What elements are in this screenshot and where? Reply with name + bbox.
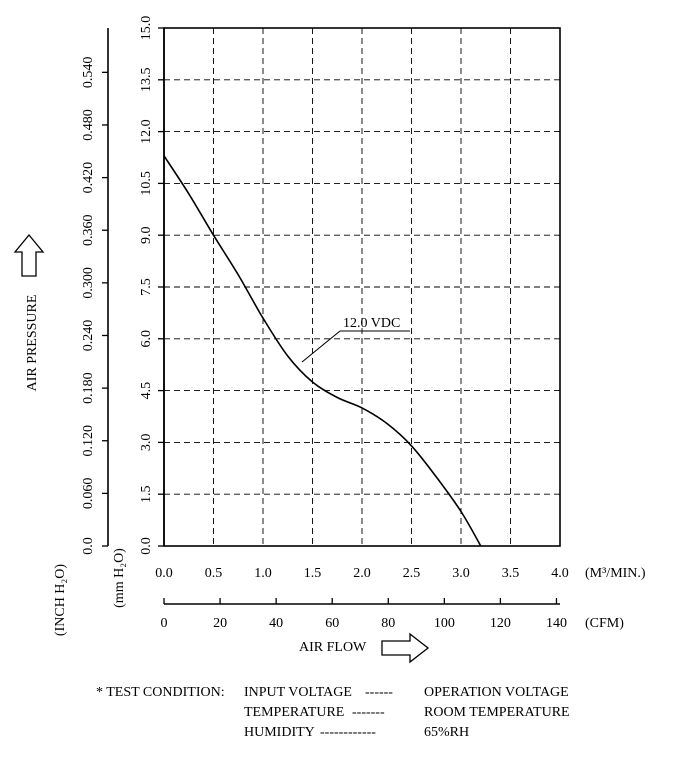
condition-label: INPUT VOLTAGE — [244, 685, 352, 700]
annotation-leader — [301, 330, 341, 363]
y-axis-title: AIR PRESSURE — [25, 295, 40, 392]
y-ticks-inch: 0.0 0.060 0.120 0.180 0.240 0.300 0.360 0.420 0.… — [81, 57, 108, 555]
x-tick-label: 2.0 — [353, 566, 371, 581]
y-tick-label: 9.0 — [139, 226, 154, 244]
y2-tick-label: 0.360 — [81, 214, 96, 246]
y2-tick-label: 0.420 — [81, 162, 96, 194]
x-tick-label: 4.0 — [551, 566, 569, 581]
x2-tick-label: 20 — [213, 616, 227, 631]
x-ticks-cfm: 0 20 40 60 80 100 120 140 — [161, 598, 567, 631]
y-tick-label: 1.5 — [139, 485, 154, 503]
y-tick-label: 12.0 — [139, 119, 154, 144]
y-tick-label: 3.0 — [139, 434, 154, 452]
y2-tick-label: 0.300 — [81, 267, 96, 299]
y-tick-label: 15.0 — [139, 16, 154, 41]
test-condition-title: * TEST CONDITION: — [96, 685, 225, 700]
series-label-12vdc: 12.0 VDC — [343, 316, 400, 331]
y-tick-label: 13.5 — [139, 68, 154, 93]
grid-lines — [164, 28, 560, 546]
y2-tick-label: 0.240 — [81, 320, 96, 352]
y2-tick-label: 0.480 — [81, 109, 96, 141]
x2-tick-label: 100 — [434, 616, 455, 631]
series-line-12vdc — [164, 155, 482, 546]
condition-dashes: ------ — [365, 685, 393, 700]
x-unit-secondary: (CFM) — [585, 616, 624, 631]
condition-label: TEMPERATURE — [244, 705, 344, 720]
up-arrow-icon — [13, 233, 45, 277]
y2-tick-label: 0.120 — [81, 425, 96, 457]
x-tick-label: 2.5 — [403, 566, 421, 581]
x-tick-label: 1.5 — [304, 566, 322, 581]
condition-value: 65%RH — [424, 725, 469, 740]
test-condition-block: * TEST CONDITION: INPUT VOLTAGE ------ O… — [96, 685, 570, 740]
x2-tick-label: 80 — [381, 616, 395, 631]
x2-tick-label: 0 — [161, 616, 168, 631]
right-arrow-icon — [381, 632, 430, 664]
y-tick-label: 10.5 — [139, 171, 154, 196]
y-tick-label: 7.5 — [139, 278, 154, 296]
y2-tick-label: 0.540 — [81, 57, 96, 89]
y2-tick-label: 0.180 — [81, 372, 96, 404]
y2-tick-label: 0.0 — [81, 537, 96, 555]
y-ticks-mm: 0.0 1.5 3.0 4.5 6.0 7.5 9.0 10.5 12.0 13.5 15.0 — [139, 16, 164, 555]
x-tick-label: 1.0 — [254, 566, 272, 581]
condition-value: ROOM TEMPERATURE — [424, 705, 570, 720]
x2-tick-label: 60 — [325, 616, 339, 631]
y2-tick-label: 0.060 — [81, 478, 96, 510]
x-tick-label: 0.0 — [155, 566, 173, 581]
y-unit-primary: (mm H₂O) — [112, 548, 127, 608]
x-unit-primary: (M³/MIN.) — [585, 566, 646, 581]
condition-dashes: ------- — [352, 705, 385, 720]
x-tick-label: 3.0 — [452, 566, 470, 581]
condition-dashes: ------------ — [320, 725, 376, 740]
y-tick-label: 0.0 — [139, 537, 154, 555]
condition-label: HUMIDITY — [244, 725, 315, 740]
x-axis-title: AIR FLOW — [299, 640, 367, 655]
y-unit-secondary: (INCH H₂O) — [53, 564, 68, 636]
y-tick-label: 4.5 — [139, 382, 154, 400]
x-tick-label: 3.5 — [502, 566, 520, 581]
x-ticks-m3min: 0.0 0.5 1.0 1.5 2.0 2.5 3.0 3.5 4.0 — [155, 566, 569, 581]
condition-value: OPERATION VOLTAGE — [424, 685, 569, 700]
x-tick-label: 0.5 — [205, 566, 223, 581]
x2-tick-label: 120 — [490, 616, 511, 631]
x2-tick-label: 140 — [546, 616, 567, 631]
x2-tick-label: 40 — [269, 616, 283, 631]
y-tick-label: 6.0 — [139, 330, 154, 348]
